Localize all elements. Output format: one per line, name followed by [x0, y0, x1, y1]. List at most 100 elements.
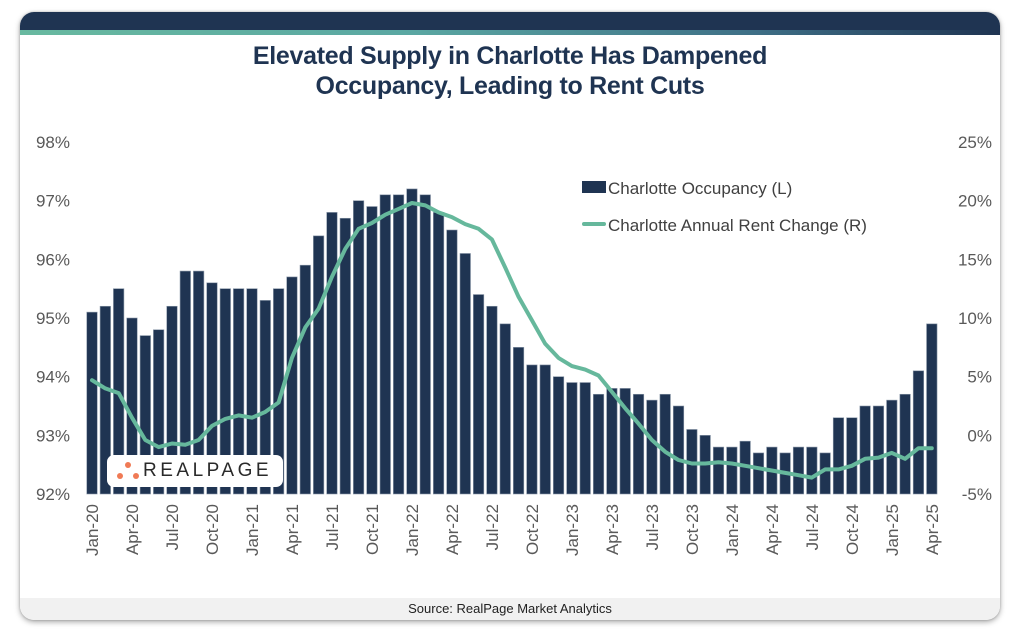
occupancy-bar-Apr-21: [286, 276, 298, 495]
legend: Charlotte Occupancy (L) Charlotte Annual…: [582, 179, 867, 235]
legend-label-rent-change: Charlotte Annual Rent Change (R): [608, 216, 867, 235]
occupancy-bar-Jun-21: [313, 235, 325, 495]
legend-label-occupancy: Charlotte Occupancy (L): [608, 179, 792, 198]
right-axis-tick-label: 25%: [958, 133, 992, 152]
occupancy-bar-Feb-23: [579, 382, 591, 495]
rent-change-line-layer: [90, 201, 934, 480]
occupancy-bar-May-20: [139, 335, 151, 495]
occupancy-bar-Aug-21: [339, 217, 351, 495]
occupancy-bar-Oct-24: [846, 417, 858, 495]
occupancy-bar-Dec-22: [552, 376, 565, 495]
occupancy-bar-Jan-20: [86, 311, 98, 495]
occupancy-bar-Jul-21: [326, 212, 338, 495]
occupancy-bar-Aug-22: [499, 323, 511, 495]
occupancy-bar-Aug-20: [179, 270, 191, 495]
right-axis-ticks: 25% 20% 15% 10% 5% 0% -5%: [958, 133, 992, 504]
x-axis-tick-label: Jul-21: [323, 504, 342, 550]
realpage-logo-text: REALPAGE: [143, 460, 273, 481]
realpage-logo: REALPAGE: [107, 455, 283, 487]
occupancy-bar-Jul-24: [806, 446, 818, 495]
occupancy-bar-Jan-24: [726, 446, 738, 495]
header-bar: [20, 12, 1000, 30]
right-axis-tick-label: 0%: [967, 426, 992, 445]
occupancy-bar-Sep-22: [513, 347, 525, 495]
occupancy-bar-Jan-25: [886, 399, 898, 495]
x-axis-tick-label: Oct-23: [683, 504, 702, 555]
source-footer: Source: RealPage Market Analytics: [20, 598, 1000, 620]
occupancy-bar-Sep-21: [353, 200, 365, 495]
right-axis-tick-label: -5%: [962, 485, 992, 504]
left-axis-tick-label: 94%: [36, 368, 70, 387]
occupancy-bar-Mar-24: [752, 452, 765, 495]
x-axis-tick-label: Jul-20: [163, 504, 182, 550]
occupancy-bar-Apr-23: [606, 388, 618, 495]
occupancy-bar-Sep-24: [832, 417, 845, 495]
occupancy-bar-Jun-22: [473, 294, 485, 495]
legend-swatch-occupancy: [582, 181, 606, 193]
x-axis-tick-label: Apr-20: [123, 504, 142, 555]
x-axis-tick-label: Jul-22: [483, 504, 502, 550]
occupancy-bar-Feb-25: [899, 393, 911, 495]
occupancy-bar-Jan-22: [406, 188, 418, 495]
x-axis-tick-label: Jan-25: [883, 504, 902, 556]
occupancy-bar-Jun-24: [792, 446, 805, 495]
occupancy-bar-May-22: [459, 253, 471, 495]
occupancy-bar-Oct-20: [206, 282, 218, 495]
occupancy-bar-Mar-25: [912, 370, 925, 495]
occupancy-bar-Oct-22: [526, 364, 538, 495]
occupancy-bar-May-23: [619, 388, 631, 495]
left-axis-tick-label: 98%: [36, 133, 70, 152]
x-axis-tick-label: Apr-22: [443, 504, 462, 555]
occupancy-bar-Oct-21: [366, 206, 378, 495]
occupancy-bar-Nov-21: [379, 194, 391, 495]
x-axis-tick-label: Jan-21: [243, 504, 262, 556]
left-axis-tick-label: 93%: [36, 426, 70, 445]
x-axis-tick-label: Apr-24: [763, 504, 782, 555]
x-axis-tick-label: Jan-20: [83, 504, 102, 556]
chart-title-line-1: Elevated Supply in Charlotte Has Dampene…: [252, 42, 768, 70]
legend-swatch-rent-change: [582, 222, 606, 226]
occupancy-bar-Jun-20: [153, 329, 165, 495]
x-axis-tick-label: Jan-22: [403, 504, 422, 556]
occupancy-bar-Sep-20: [193, 270, 205, 495]
occupancy-bar-Mar-23: [592, 393, 605, 495]
occupancy-bar-Nov-20: [219, 288, 231, 495]
x-axis-tick-label: Jan-24: [723, 504, 742, 556]
right-axis-tick-label: 10%: [958, 309, 992, 328]
occupancy-bar-Jun-23: [632, 393, 645, 495]
occupancy-bar-Nov-24: [859, 405, 871, 495]
x-axis-tick-label: Jul-23: [643, 504, 662, 550]
occupancy-bar-Feb-22: [419, 194, 431, 495]
occupancy-bar-Jul-23: [646, 399, 658, 495]
occupancy-bar-Feb-21: [259, 300, 271, 495]
chart-title-line-2: Occupancy, Leading to Rent Cuts: [315, 72, 705, 100]
occupancy-bar-Sep-23: [672, 405, 685, 495]
occupancy-bars: [86, 188, 938, 495]
occupancy-bar-Apr-22: [446, 229, 458, 495]
x-axis-tick-label: Oct-21: [363, 504, 382, 555]
left-axis-tick-label: 92%: [36, 485, 70, 504]
x-axis-tick-label: Apr-25: [923, 504, 942, 555]
right-axis-tick-label: 15%: [958, 250, 992, 269]
x-axis-tick-label: Oct-24: [843, 504, 862, 555]
left-axis-tick-label: 97%: [36, 192, 70, 211]
left-axis-ticks: 98% 97% 96% 95% 94% 93% 92%: [36, 133, 70, 504]
occupancy-bar-Jul-22: [486, 305, 498, 495]
occupancy-bar-Jul-20: [166, 305, 178, 495]
occupancy-bar-Nov-22: [539, 364, 551, 495]
left-axis-tick-label: 96%: [36, 250, 70, 269]
x-axis-tick-label: Oct-22: [523, 504, 542, 555]
x-axis-ticks: Jan-20 Apr-20 Jul-20 Oct-20 Jan-21 Apr-21 Jul-…: [83, 504, 942, 556]
header-accent-stripe: [20, 30, 1000, 35]
occupancy-bar-Dec-23: [712, 446, 725, 495]
occupancy-bar-Jan-21: [246, 288, 258, 495]
x-axis-tick-label: Jan-23: [563, 504, 582, 556]
occupancy-bar-Dec-21: [393, 194, 405, 495]
occupancy-bar-Apr-25: [926, 323, 938, 495]
occupancy-bar-Mar-22: [433, 212, 445, 495]
x-axis-tick-label: Apr-21: [283, 504, 302, 555]
x-axis-tick-label: Oct-20: [203, 504, 222, 555]
left-axis-tick-label: 95%: [36, 309, 70, 328]
occupancy-bar-Dec-20: [233, 288, 245, 495]
realpage-dots-icon: [115, 460, 141, 482]
